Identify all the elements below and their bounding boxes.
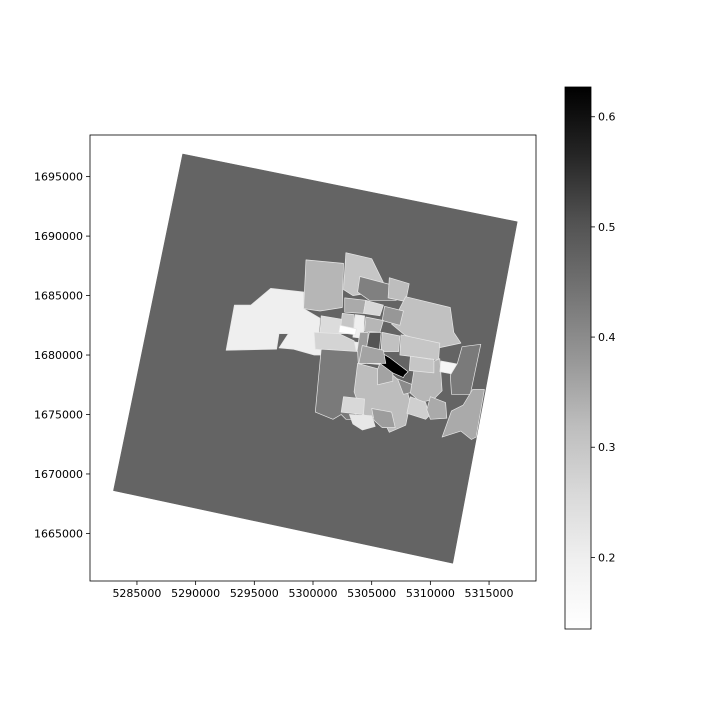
colorbar-tick-label: 0.6 <box>598 111 616 124</box>
region-s-6 <box>371 408 396 428</box>
x-tick-label: 5310000 <box>406 587 455 600</box>
y-tick-label: 1675000 <box>34 408 83 421</box>
y-tick-label: 1685000 <box>34 290 83 303</box>
colorbar-axis: 0.2 0.3 0.4 0.5 0.6 <box>591 111 616 564</box>
map-regions <box>113 153 518 564</box>
y-tick-label: 1690000 <box>34 230 83 243</box>
region-far-e <box>449 343 482 395</box>
y-tick-label: 1695000 <box>34 171 83 184</box>
x-tick-label: 5290000 <box>171 587 220 600</box>
x-axis: 5285000 5290000 5295000 5300000 5305000 53100… <box>112 581 514 600</box>
x-tick-label: 5295000 <box>230 587 279 600</box>
region-nc-a <box>344 297 367 314</box>
y-axis: 1665000 1670000 1675000 1680000 1685000 16900… <box>34 171 90 540</box>
region-ne <box>391 296 462 349</box>
region-n-big <box>303 259 344 312</box>
region-nc-c <box>381 305 404 326</box>
region-s-4 <box>340 396 365 415</box>
y-tick-label: 1670000 <box>34 468 83 481</box>
colorbar-tick-label: 0.4 <box>598 331 616 344</box>
colorbar <box>564 86 592 630</box>
colorbar-tick-label: 0.2 <box>598 551 616 564</box>
region-n-mid <box>357 276 397 301</box>
region-mid-a <box>358 345 387 364</box>
x-tick-label: 5315000 <box>465 587 514 600</box>
region-s-2 <box>377 363 394 386</box>
colorbar-tick-label: 0.5 <box>598 221 616 234</box>
region-nc-b <box>363 299 384 317</box>
colorbar-tick-label: 0.3 <box>598 441 616 454</box>
y-tick-label: 1680000 <box>34 349 83 362</box>
region-s-5 <box>349 414 376 431</box>
x-tick-label: 5300000 <box>289 587 338 600</box>
region-c-e <box>380 332 401 352</box>
region-mid-b <box>408 355 435 374</box>
y-tick-label: 1665000 <box>34 527 83 540</box>
region-e-2 <box>406 396 430 420</box>
region-outer <box>113 153 518 564</box>
region-far-e-2 <box>441 389 485 440</box>
x-tick-label: 5305000 <box>347 587 396 600</box>
region-e-3 <box>426 396 448 420</box>
region-c-white <box>338 324 357 336</box>
x-tick-label: 5285000 <box>112 587 161 600</box>
